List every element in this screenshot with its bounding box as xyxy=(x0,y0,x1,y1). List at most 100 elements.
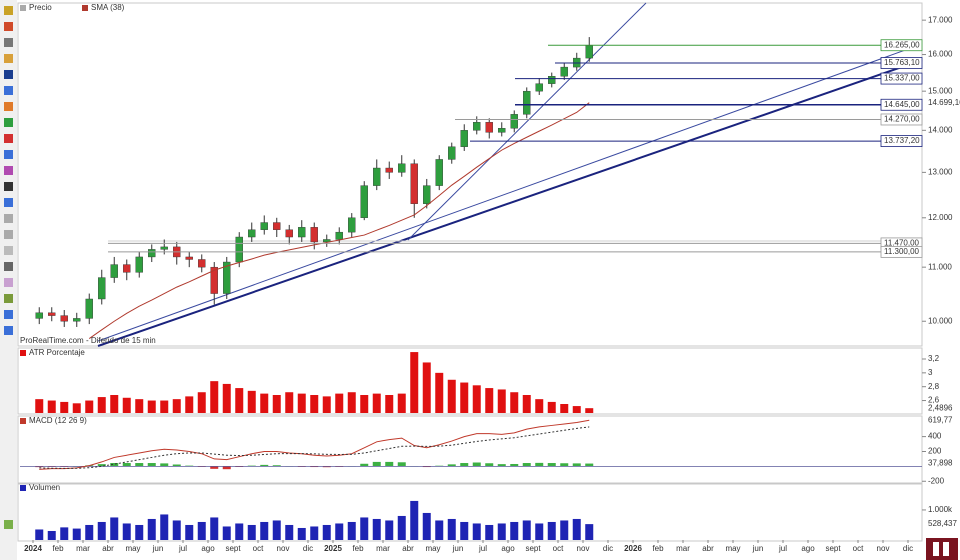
bar xyxy=(535,399,544,413)
logo-mark xyxy=(933,542,939,556)
bar xyxy=(485,524,494,540)
candle-body xyxy=(510,114,518,129)
value-tag-bg xyxy=(923,403,960,414)
tool-icon[interactable] xyxy=(4,6,13,15)
legend-swatch xyxy=(20,418,26,424)
tool-icon[interactable] xyxy=(4,214,13,223)
bar xyxy=(372,518,381,540)
tool-icon[interactable] xyxy=(4,198,13,207)
y-tick-label: 2,8 xyxy=(928,382,940,391)
tool-icon[interactable] xyxy=(4,520,13,529)
bar xyxy=(497,523,506,540)
bar xyxy=(172,464,181,467)
bar xyxy=(310,395,319,413)
macd-pane xyxy=(17,415,923,484)
tool-icon[interactable] xyxy=(4,326,13,335)
tool-icon[interactable] xyxy=(4,86,13,95)
bar xyxy=(485,463,494,467)
candle-body xyxy=(335,231,343,240)
bar xyxy=(335,523,344,540)
tool-icon[interactable] xyxy=(4,118,13,127)
price-pane xyxy=(17,2,923,347)
bar xyxy=(560,463,569,467)
candle-body xyxy=(373,167,381,186)
bar xyxy=(522,520,531,540)
tool-icon[interactable] xyxy=(4,166,13,175)
candle-body xyxy=(148,249,156,258)
legend-swatch xyxy=(82,5,88,11)
bar xyxy=(110,517,119,540)
tool-icon[interactable] xyxy=(4,230,13,239)
tool-icon[interactable] xyxy=(4,70,13,79)
chart-layer: 10.000 11.000 12.000 13.000 14.000 15.000 16.0… xyxy=(20,3,960,553)
tool-icon[interactable] xyxy=(4,278,13,287)
bar xyxy=(360,463,369,467)
x-tick-label: 2025 xyxy=(324,544,342,553)
bar xyxy=(285,524,294,540)
bar xyxy=(347,392,356,413)
bar xyxy=(585,463,594,467)
bar xyxy=(260,464,269,467)
bar xyxy=(272,465,281,467)
bar xyxy=(510,463,519,467)
tool-icon[interactable] xyxy=(4,182,13,191)
toolbar xyxy=(0,0,17,560)
x-tick-label: feb xyxy=(52,544,64,553)
bar xyxy=(35,399,44,413)
x-tick-label: jun xyxy=(152,544,164,553)
candle-body xyxy=(248,229,256,238)
bar xyxy=(185,524,194,540)
level-box xyxy=(880,39,923,52)
bar xyxy=(397,393,406,413)
bar xyxy=(397,515,406,540)
tool-icon[interactable] xyxy=(4,310,13,319)
y-tick-label: 15.000 xyxy=(928,86,953,95)
tool-icon[interactable] xyxy=(4,294,13,303)
y-tick-label: 12.000 xyxy=(928,213,953,222)
value-tag-bg xyxy=(923,458,960,469)
candle-body xyxy=(48,312,56,316)
bar xyxy=(397,462,406,467)
bar xyxy=(547,463,556,467)
tool-icon[interactable] xyxy=(4,262,13,271)
x-tick-label: feb xyxy=(652,544,664,553)
bar xyxy=(372,393,381,413)
tool-icon[interactable] xyxy=(4,134,13,143)
bar xyxy=(210,517,219,540)
candle-body xyxy=(485,122,493,133)
candle-body xyxy=(210,266,218,294)
bar xyxy=(85,400,94,413)
tool-icon[interactable] xyxy=(4,246,13,255)
tool-icon[interactable] xyxy=(4,22,13,31)
bar xyxy=(322,396,331,413)
x-tick-label: dic xyxy=(303,544,313,553)
candle-body xyxy=(160,246,168,250)
candle-body xyxy=(110,264,118,278)
candle-body xyxy=(560,66,568,77)
level-label: 16.265,00 xyxy=(884,40,920,49)
candle-body xyxy=(85,298,93,319)
bar xyxy=(447,464,456,467)
bar xyxy=(160,463,169,467)
level-box xyxy=(880,113,923,126)
tool-icon[interactable] xyxy=(4,150,13,159)
bar xyxy=(460,521,469,540)
candle-body xyxy=(498,128,506,133)
x-tick-label: may xyxy=(125,544,140,553)
tool-icon[interactable] xyxy=(4,38,13,47)
candle-body xyxy=(98,277,106,300)
bar xyxy=(472,523,481,540)
y-tick-label: 10.000 xyxy=(928,316,953,325)
value-tag: 619,77 xyxy=(928,415,953,424)
tool-icon[interactable] xyxy=(4,54,13,63)
bar xyxy=(97,397,106,413)
bar xyxy=(135,524,144,540)
level-box xyxy=(880,135,923,147)
y-tick-label: 17.000 xyxy=(928,15,953,24)
tool-icon[interactable] xyxy=(4,102,13,111)
atr-pane xyxy=(17,347,923,415)
line xyxy=(88,102,590,339)
x-tick-label: nov xyxy=(877,544,890,553)
bar xyxy=(260,393,269,413)
level-box xyxy=(880,57,923,69)
